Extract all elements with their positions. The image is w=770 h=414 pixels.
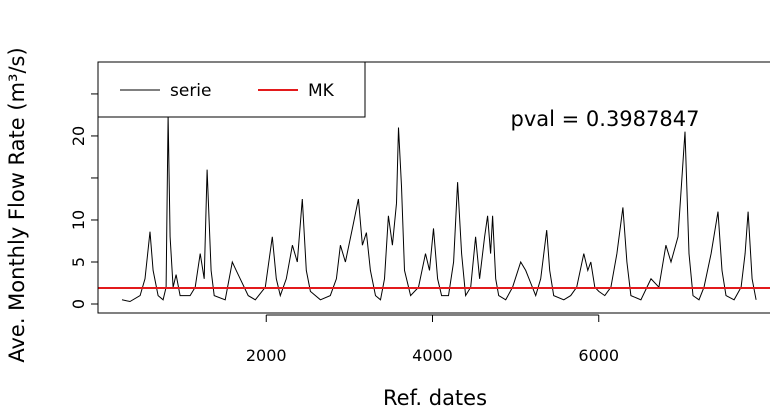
x-tick-label: 2000 <box>246 346 287 365</box>
annotation: pval = 0.3987847 <box>511 107 700 131</box>
plot-area <box>98 114 770 303</box>
x-axis-label: Ref. dates <box>383 386 487 410</box>
y-axis-label: Ave. Monthly Flow Rate (m³/s) <box>5 47 29 362</box>
y-tick-label: 10 <box>69 210 88 230</box>
series-line <box>121 114 757 303</box>
y-tick-label: 5 <box>69 257 88 267</box>
x-tick-label: 4000 <box>412 346 453 365</box>
legend-label: serie <box>170 81 212 101</box>
x-tick-label: 6000 <box>578 346 619 365</box>
legend-label: MK <box>308 81 335 101</box>
y-tick-label: 20 <box>69 126 88 146</box>
y-tick-label: 0 <box>69 299 88 309</box>
legend: serie MK <box>97 61 366 118</box>
